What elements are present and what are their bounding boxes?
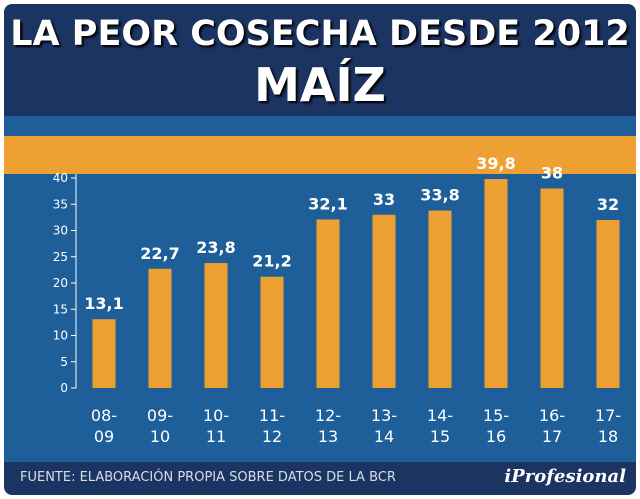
header: LA PEOR COSECHA DESDE 2012 MAÍZ	[4, 4, 636, 116]
x-tick-label: 13-	[371, 406, 397, 425]
x-tick-label: 09-	[147, 406, 173, 425]
value-label: 33	[373, 190, 395, 209]
x-tick-label: 13	[318, 427, 338, 446]
value-label: 32	[597, 195, 619, 214]
y-tick-label: 20	[53, 276, 68, 290]
bar	[204, 263, 228, 388]
x-tick-label: 17-	[595, 406, 621, 425]
bar	[316, 219, 340, 388]
x-tick-label: 10-	[203, 406, 229, 425]
y-tick-label: 10	[53, 329, 68, 343]
plot-area	[4, 116, 636, 462]
x-tick-label: 12-	[315, 406, 341, 425]
y-tick-label: 40	[53, 171, 68, 185]
x-tick-label: 10	[150, 427, 170, 446]
x-tick-label: 18	[598, 427, 618, 446]
x-tick-label: 15	[430, 427, 450, 446]
chart-title: LA PEOR COSECHA DESDE 2012	[10, 14, 630, 54]
footer: FUENTE: ELABORACIÓN PROPIA SOBRE DATOS D…	[4, 462, 636, 495]
value-label: 21,2	[252, 252, 291, 271]
bar	[92, 319, 116, 388]
value-label: 33,8	[420, 186, 459, 205]
bar	[484, 179, 508, 388]
x-tick-label: 14-	[427, 406, 453, 425]
x-tick-label: 14	[374, 427, 394, 446]
source-note: FUENTE: ELABORACIÓN PROPIA SOBRE DATOS D…	[20, 470, 396, 485]
y-tick-label: 35	[53, 197, 68, 211]
y-tick-label: 30	[53, 224, 68, 238]
brand-logo: iProfesional	[504, 466, 626, 487]
y-tick-label: 5	[60, 355, 68, 369]
x-tick-label: 12	[262, 427, 282, 446]
value-label: 38	[541, 164, 563, 183]
bar	[540, 188, 564, 388]
value-label: 13,1	[84, 294, 123, 313]
bar	[596, 220, 620, 388]
decorative-stripe	[4, 136, 636, 174]
x-tick-label: 08-	[91, 406, 117, 425]
bar	[428, 210, 452, 388]
x-tick-label: 11	[206, 427, 226, 446]
x-tick-label: 17	[542, 427, 562, 446]
x-tick-label: 09	[94, 427, 114, 446]
chart-subtitle: MAÍZ	[254, 58, 386, 112]
y-tick-label: 25	[53, 250, 68, 264]
value-label: 23,8	[196, 238, 235, 257]
bar	[148, 268, 172, 388]
x-tick-label: 16-	[539, 406, 565, 425]
x-tick-label: 15-	[483, 406, 509, 425]
value-label: 22,7	[140, 244, 179, 263]
y-tick-label: 15	[53, 302, 68, 316]
value-label: 32,1	[308, 194, 347, 213]
value-label: 39,8	[476, 154, 515, 173]
bar	[260, 276, 284, 388]
x-tick-label: 16	[486, 427, 506, 446]
y-tick-label: 0	[60, 381, 68, 395]
x-tick-label: 11-	[259, 406, 285, 425]
bar	[372, 214, 396, 388]
